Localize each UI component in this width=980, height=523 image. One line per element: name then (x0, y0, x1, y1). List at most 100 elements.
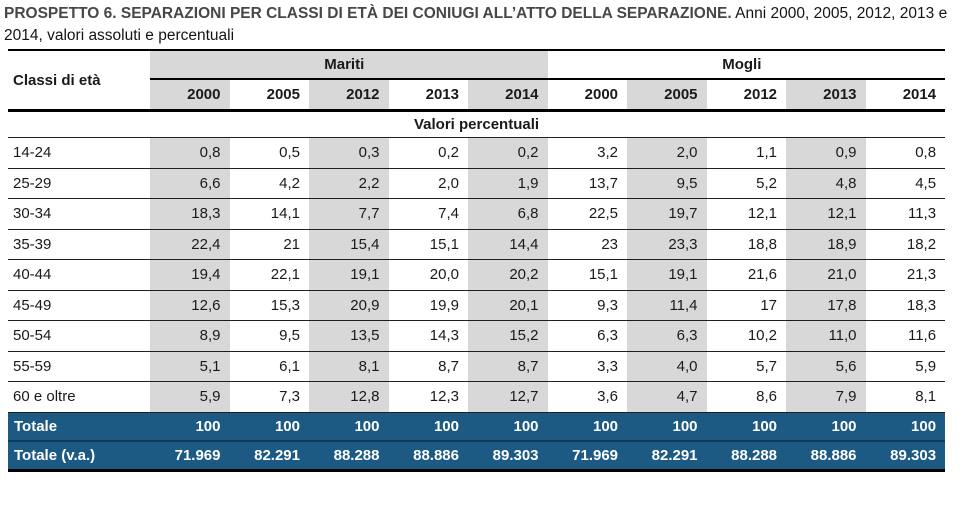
total-cell: 100 (150, 412, 230, 441)
value-cell: 19,1 (309, 259, 389, 291)
total-cell: 100 (865, 412, 946, 441)
total-absolute-cell: 71.969 (547, 439, 628, 472)
value-cell: 4,5 (865, 168, 946, 199)
value-cell: 5,6 (786, 351, 866, 382)
total-absolute-cell: 88.886 (786, 439, 866, 472)
value-cell: 21,6 (706, 259, 787, 291)
value-cell: 9,5 (229, 320, 309, 352)
value-cell: 2,0 (627, 137, 707, 169)
total-cell: 100 (229, 412, 309, 441)
value-cell: 5,2 (706, 168, 787, 199)
value-cell: 8,1 (865, 381, 946, 413)
total-absolute-cell: 71.969 (150, 439, 230, 472)
value-cell: 21,0 (786, 259, 866, 291)
value-cell: 8,9 (150, 320, 230, 352)
value-cell: 3,2 (547, 137, 628, 169)
total-absolute-cell: 82.291 (627, 439, 707, 472)
value-cell: 8,1 (309, 351, 389, 382)
caption-title: PROSPETTO 6. SEPARAZIONI PER CLASSI DI E… (4, 5, 732, 22)
total-label: Totale (8, 412, 150, 441)
age-class-label: 30-34 (8, 198, 150, 230)
total-cell: 100 (547, 412, 628, 441)
value-cell: 0,8 (865, 137, 946, 169)
value-cell: 0,9 (786, 137, 866, 169)
value-cell: 9,3 (547, 290, 628, 321)
value-cell: 18,8 (706, 229, 787, 260)
value-cell: 11,0 (786, 320, 866, 352)
total-absolute-cell: 89.303 (468, 439, 548, 472)
table-row: 35-39 22,4 21 15,4 15,1 14,4 23 23,3 18,8 18,9 18,… (8, 229, 946, 260)
total-absolute-label: Totale (v.a.) (8, 439, 150, 472)
value-cell: 1,9 (468, 168, 548, 199)
value-cell: 15,1 (388, 229, 468, 260)
total-cell: 100 (388, 412, 468, 441)
value-cell: 20,9 (309, 290, 389, 321)
value-cell: 7,9 (786, 381, 866, 413)
table-row: 14-24 0,8 0,5 0,3 0,2 0,2 3,2 2,0 1,1 0,9 0,8 (8, 137, 946, 169)
table-row: 60 e oltre 5,9 7,3 12,8 12,3 12,7 3,6 4,7 8,6 7,9… (8, 381, 946, 413)
year-header-row: 2000 2005 2012 2013 2014 2000 2005 2012 … (8, 79, 946, 112)
value-cell: 18,2 (865, 229, 946, 260)
value-cell: 14,4 (468, 229, 548, 260)
value-cell: 13,7 (547, 168, 628, 199)
value-cell: 6,6 (150, 168, 230, 199)
value-cell: 14,3 (388, 320, 468, 352)
year-header-mariti-2000: 2000 (150, 79, 230, 112)
total-absolute-cell: 88.886 (388, 439, 468, 472)
value-cell: 12,8 (309, 381, 389, 413)
section-label: Valori percentuali (8, 110, 946, 138)
table-caption: PROSPETTO 6. SEPARAZIONI PER CLASSI DI E… (0, 0, 974, 46)
value-cell: 5,9 (865, 351, 946, 382)
value-cell: 0,3 (309, 137, 389, 169)
table-row: 45-49 12,6 15,3 20,9 19,9 20,1 9,3 11,4 17 17,8 18… (8, 290, 946, 321)
value-cell: 12,6 (150, 290, 230, 321)
group-header-row: Classi di età Mariti Mogli (8, 49, 946, 112)
value-cell: 11,6 (865, 320, 946, 352)
total-absolute-cell: 82.291 (229, 439, 309, 472)
value-cell: 7,3 (229, 381, 309, 413)
value-cell: 15,2 (468, 320, 548, 352)
value-cell: 13,5 (309, 320, 389, 352)
total-cell: 100 (627, 412, 707, 441)
value-cell: 8,7 (388, 351, 468, 382)
value-cell: 5,1 (150, 351, 230, 382)
value-cell: 6,3 (627, 320, 707, 352)
value-cell: 23 (547, 229, 628, 260)
total-absolute-cell: 88.288 (706, 439, 787, 472)
value-cell: 17 (706, 290, 787, 321)
value-cell: 8,6 (706, 381, 787, 413)
year-header-mariti-2013: 2013 (388, 79, 468, 112)
value-cell: 15,1 (547, 259, 628, 291)
year-header-mogli-2014: 2014 (865, 79, 946, 112)
value-cell: 7,4 (388, 198, 468, 230)
value-cell: 19,4 (150, 259, 230, 291)
year-header-mogli-2012: 2012 (706, 79, 787, 112)
value-cell: 5,9 (150, 381, 230, 413)
age-class-label: 45-49 (8, 290, 150, 321)
value-cell: 12,1 (786, 198, 866, 230)
value-cell: 21,3 (865, 259, 946, 291)
year-header-mariti-2012: 2012 (309, 79, 389, 112)
year-header-mariti-2014: 2014 (468, 79, 548, 112)
year-header-mogli-2013: 2013 (786, 79, 866, 112)
value-cell: 22,4 (150, 229, 230, 260)
total-cell: 100 (309, 412, 389, 441)
value-cell: 3,3 (547, 351, 628, 382)
table-row: 40-44 19,4 22,1 19,1 20,0 20,2 15,1 19,1 21,6 21,… (8, 259, 946, 291)
table-row: 25-29 6,6 4,2 2,2 2,0 1,9 13,7 9,5 5,2 4,8 4,5 (8, 168, 946, 199)
value-cell: 9,5 (627, 168, 707, 199)
total-absolute-cell: 89.303 (865, 439, 946, 472)
value-cell: 4,2 (229, 168, 309, 199)
year-header-mogli-2000: 2000 (547, 79, 628, 112)
value-cell: 10,2 (706, 320, 787, 352)
column-header-age-class: Classi di età (8, 49, 150, 112)
value-cell: 19,7 (627, 198, 707, 230)
table-row: 50-54 8,9 9,5 13,5 14,3 15,2 6,3 6,3 10,2 11,0 11,… (8, 320, 946, 352)
value-cell: 6,3 (547, 320, 628, 352)
value-cell: 7,7 (309, 198, 389, 230)
value-cell: 12,3 (388, 381, 468, 413)
value-cell: 8,7 (468, 351, 548, 382)
value-cell: 11,3 (865, 198, 946, 230)
value-cell: 4,7 (627, 381, 707, 413)
